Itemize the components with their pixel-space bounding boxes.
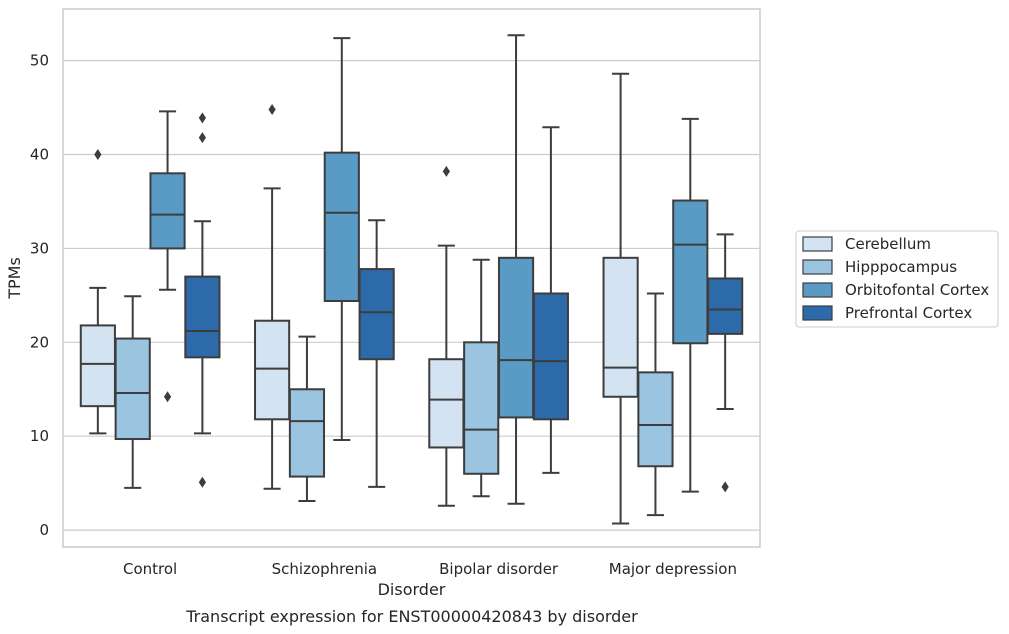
- y-tick-label-0: 0: [39, 521, 49, 539]
- chart-caption: Transcript expression for ENST0000042084…: [185, 607, 638, 626]
- outlier-marker-1: [198, 132, 206, 144]
- box-1-1: [288, 335, 326, 502]
- box-0-1: [114, 295, 151, 489]
- box-groups: [79, 34, 744, 525]
- y-tick-label-30: 30: [30, 239, 49, 257]
- box-0-3: [184, 112, 221, 488]
- tick-labels: 0 10 20 30 40 50 Control Schizophrenia Bipolar d…: [30, 52, 737, 578]
- box-0-2: [149, 110, 186, 403]
- legend-swatch-3: [802, 305, 833, 321]
- box-2-0: [428, 165, 465, 507]
- box-body: [184, 275, 221, 359]
- box-3-1: [637, 292, 674, 517]
- outlier-marker-0: [442, 165, 450, 177]
- y-tick-label-50: 50: [30, 52, 49, 70]
- plot-frame: [62, 8, 761, 548]
- box-body: [602, 256, 639, 398]
- y-tick-label-10: 10: [30, 427, 49, 445]
- box-body: [254, 319, 291, 421]
- box-2-1: [463, 258, 500, 498]
- box-0-0: [79, 149, 116, 435]
- x-tick-label-0: Control: [123, 560, 177, 578]
- outlier-marker-0: [721, 481, 729, 493]
- outlier-marker-0: [163, 391, 172, 403]
- legend-label-0: Cerebellum: [845, 235, 931, 253]
- box-3-3: [707, 233, 744, 493]
- outlier-marker-0: [198, 476, 206, 488]
- outlier-marker-0: [94, 149, 102, 161]
- legend-frame: [795, 230, 999, 328]
- box-1-2: [323, 37, 360, 441]
- box-3-0: [602, 72, 639, 525]
- x-tick-label-1: Schizophrenia: [272, 560, 377, 578]
- legend: Cerebellum Hipppocampus Orbitofontal Corte…: [795, 230, 999, 328]
- y-tick-label-40: 40: [30, 146, 49, 164]
- legend-swatch-2: [802, 282, 833, 298]
- box-body: [79, 324, 116, 408]
- box-3-2: [672, 117, 709, 493]
- x-tick-label-3: Major depression: [609, 560, 737, 578]
- y-axis-label: TPMs: [5, 257, 24, 300]
- box-body: [672, 199, 709, 345]
- outlier-marker-0: [268, 103, 276, 115]
- legend-label-2: Orbitofontal Cortex: [845, 281, 989, 299]
- box-body: [463, 341, 500, 475]
- legend-swatch-0: [802, 236, 833, 252]
- box-1-3: [358, 219, 395, 488]
- legend-swatch-1: [802, 259, 833, 275]
- x-tick-label-2: Bipolar disorder: [439, 560, 559, 578]
- legend-label-1: Hipppocampus: [845, 258, 957, 276]
- legend-label-3: Prefrontal Cortex: [845, 304, 972, 322]
- box-body: [358, 268, 395, 361]
- box-body: [149, 172, 186, 250]
- box-body: [497, 256, 535, 419]
- y-tick-label-20: 20: [30, 333, 49, 351]
- outlier-marker-2: [198, 112, 206, 124]
- box-1-0: [254, 103, 291, 490]
- box-2-2: [497, 34, 535, 505]
- box-body: [532, 292, 569, 421]
- x-axis-label: Disorder: [378, 580, 446, 599]
- box-body: [323, 151, 360, 303]
- box-body: [637, 371, 674, 468]
- box-body: [114, 337, 151, 441]
- box-body: [707, 277, 744, 335]
- box-2-3: [532, 126, 569, 474]
- box-body: [428, 358, 465, 449]
- box-body: [288, 388, 326, 478]
